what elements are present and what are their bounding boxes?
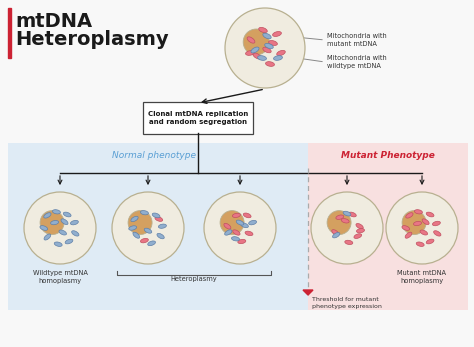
Ellipse shape bbox=[231, 237, 239, 241]
Ellipse shape bbox=[434, 231, 441, 236]
Circle shape bbox=[402, 211, 426, 235]
Ellipse shape bbox=[64, 212, 71, 217]
Ellipse shape bbox=[238, 239, 246, 244]
Ellipse shape bbox=[140, 238, 148, 243]
Ellipse shape bbox=[44, 213, 51, 218]
Ellipse shape bbox=[236, 220, 244, 225]
Circle shape bbox=[243, 29, 269, 55]
Ellipse shape bbox=[413, 221, 421, 226]
Text: Wildtype mtDNA
homoplasmy: Wildtype mtDNA homoplasmy bbox=[33, 270, 87, 284]
Circle shape bbox=[220, 211, 244, 235]
Ellipse shape bbox=[53, 210, 60, 214]
Text: Mutant Phenotype: Mutant Phenotype bbox=[341, 151, 435, 160]
Ellipse shape bbox=[224, 223, 231, 229]
Ellipse shape bbox=[356, 229, 365, 233]
Ellipse shape bbox=[246, 51, 255, 56]
Ellipse shape bbox=[348, 212, 356, 217]
Ellipse shape bbox=[133, 232, 140, 238]
Ellipse shape bbox=[243, 213, 251, 218]
Text: Mitochondria with
mutant mtDNA: Mitochondria with mutant mtDNA bbox=[327, 33, 387, 47]
Ellipse shape bbox=[249, 220, 256, 225]
Ellipse shape bbox=[152, 213, 160, 218]
Ellipse shape bbox=[356, 223, 363, 229]
Polygon shape bbox=[303, 290, 313, 295]
Ellipse shape bbox=[247, 37, 255, 43]
Ellipse shape bbox=[155, 217, 163, 221]
Ellipse shape bbox=[157, 234, 164, 239]
FancyBboxPatch shape bbox=[143, 102, 253, 134]
Text: Clonal mtDNA replication
and random segregation: Clonal mtDNA replication and random segr… bbox=[148, 111, 248, 125]
Ellipse shape bbox=[232, 213, 240, 218]
Ellipse shape bbox=[332, 230, 339, 235]
Circle shape bbox=[386, 192, 458, 264]
Ellipse shape bbox=[422, 219, 429, 225]
Ellipse shape bbox=[405, 232, 412, 238]
Ellipse shape bbox=[40, 226, 48, 230]
Bar bbox=[308, 143, 468, 310]
Ellipse shape bbox=[61, 219, 68, 225]
Ellipse shape bbox=[273, 56, 283, 60]
Ellipse shape bbox=[269, 41, 277, 45]
Ellipse shape bbox=[416, 242, 424, 246]
Ellipse shape bbox=[420, 230, 428, 235]
Ellipse shape bbox=[225, 230, 232, 235]
Ellipse shape bbox=[233, 230, 240, 235]
Ellipse shape bbox=[44, 234, 51, 240]
Ellipse shape bbox=[263, 47, 271, 53]
Ellipse shape bbox=[144, 228, 152, 233]
Ellipse shape bbox=[253, 53, 261, 59]
Ellipse shape bbox=[273, 32, 282, 36]
Ellipse shape bbox=[131, 216, 138, 222]
Text: Mitochondria with
wildtype mtDNA: Mitochondria with wildtype mtDNA bbox=[327, 55, 387, 69]
Ellipse shape bbox=[426, 212, 434, 217]
Ellipse shape bbox=[140, 211, 148, 215]
Ellipse shape bbox=[432, 221, 440, 226]
Ellipse shape bbox=[263, 33, 271, 39]
Text: Mutant mtDNA
homoplasmy: Mutant mtDNA homoplasmy bbox=[398, 270, 447, 284]
Ellipse shape bbox=[241, 223, 248, 228]
Text: Normal phenotype: Normal phenotype bbox=[112, 151, 196, 160]
Ellipse shape bbox=[257, 56, 266, 60]
Ellipse shape bbox=[251, 47, 259, 53]
Text: Threshold for mutant
phenotype expression: Threshold for mutant phenotype expressio… bbox=[312, 297, 382, 308]
Ellipse shape bbox=[336, 215, 344, 219]
Ellipse shape bbox=[259, 27, 267, 33]
Ellipse shape bbox=[54, 242, 62, 246]
Circle shape bbox=[128, 211, 152, 235]
Text: Heteroplasmy: Heteroplasmy bbox=[171, 276, 217, 282]
Circle shape bbox=[225, 8, 305, 88]
Ellipse shape bbox=[345, 240, 353, 245]
Ellipse shape bbox=[71, 220, 78, 225]
Ellipse shape bbox=[59, 230, 66, 235]
Ellipse shape bbox=[354, 234, 362, 238]
Text: mtDNA: mtDNA bbox=[15, 12, 92, 31]
Circle shape bbox=[24, 192, 96, 264]
Circle shape bbox=[327, 211, 351, 235]
Circle shape bbox=[40, 211, 64, 235]
Ellipse shape bbox=[265, 62, 274, 66]
Ellipse shape bbox=[158, 224, 166, 228]
Ellipse shape bbox=[414, 210, 422, 214]
Ellipse shape bbox=[72, 231, 79, 236]
Bar bbox=[8, 143, 308, 310]
Ellipse shape bbox=[129, 226, 137, 230]
Text: Heteroplasmy: Heteroplasmy bbox=[15, 30, 169, 49]
Ellipse shape bbox=[402, 226, 410, 230]
Ellipse shape bbox=[264, 43, 273, 49]
Bar bbox=[8, 8, 11, 58]
Circle shape bbox=[112, 192, 184, 264]
Ellipse shape bbox=[65, 239, 73, 244]
Ellipse shape bbox=[341, 219, 349, 223]
Ellipse shape bbox=[333, 232, 340, 238]
Ellipse shape bbox=[343, 211, 351, 216]
Circle shape bbox=[204, 192, 276, 264]
Ellipse shape bbox=[51, 220, 59, 225]
Ellipse shape bbox=[426, 239, 434, 244]
Ellipse shape bbox=[277, 50, 285, 56]
Ellipse shape bbox=[406, 213, 413, 218]
Circle shape bbox=[311, 192, 383, 264]
Ellipse shape bbox=[245, 231, 253, 236]
Ellipse shape bbox=[148, 241, 155, 246]
